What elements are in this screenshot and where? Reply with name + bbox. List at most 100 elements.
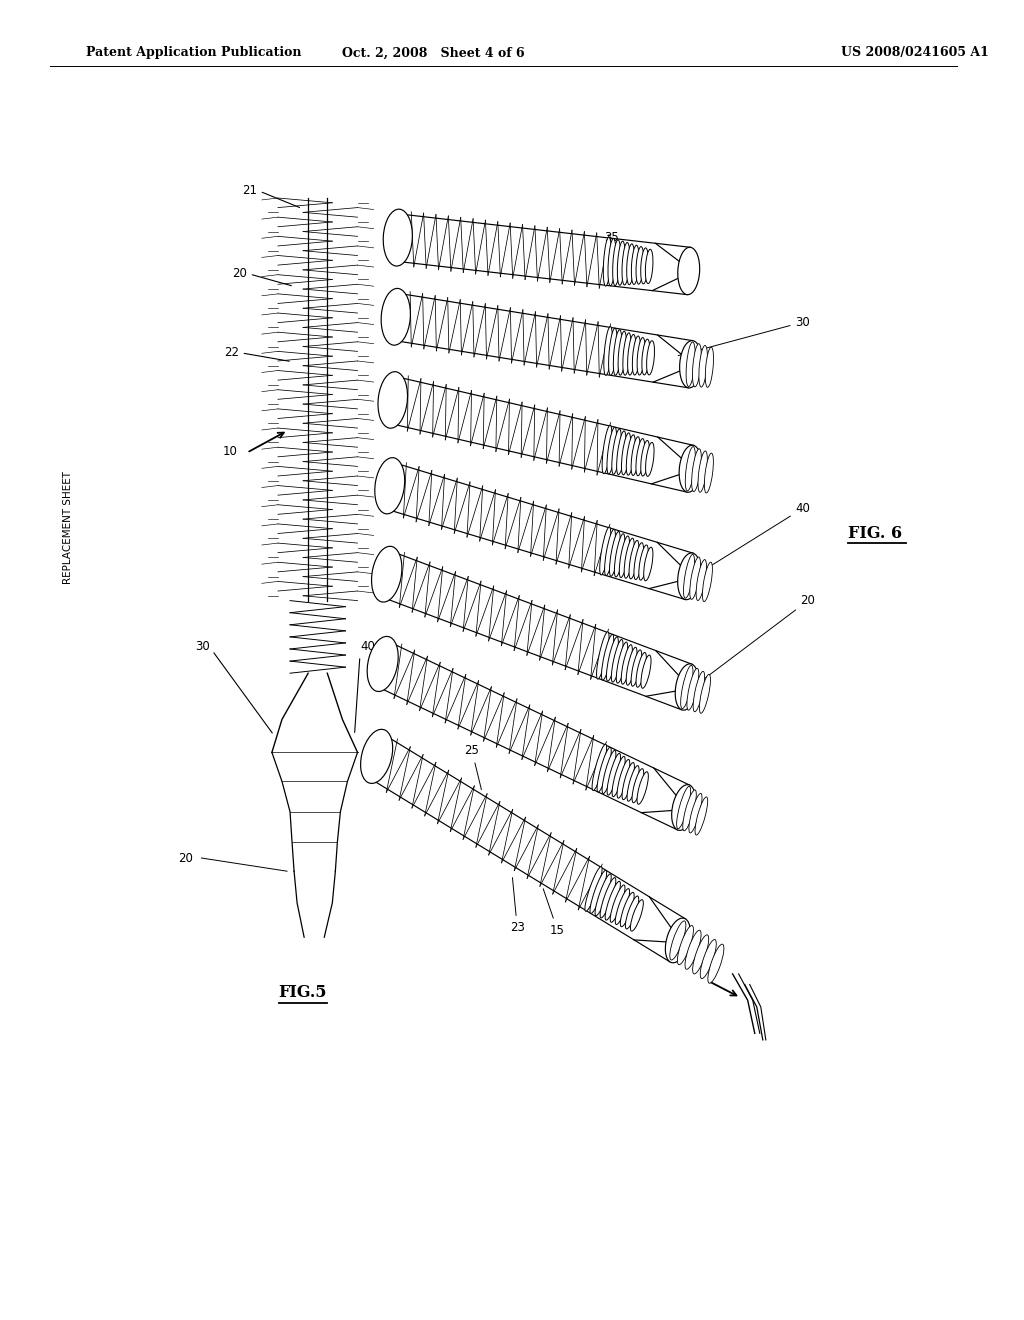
Ellipse shape [636,438,645,475]
Ellipse shape [622,243,630,285]
Ellipse shape [641,441,649,477]
Ellipse shape [693,672,705,711]
Ellipse shape [631,900,643,931]
Text: 21: 21 [242,183,300,207]
Ellipse shape [706,347,714,387]
Ellipse shape [692,935,709,974]
Ellipse shape [602,750,615,793]
Ellipse shape [641,248,648,284]
Ellipse shape [632,768,644,803]
Ellipse shape [627,434,635,475]
Ellipse shape [602,425,611,474]
Ellipse shape [645,249,653,284]
Ellipse shape [607,428,616,474]
Ellipse shape [597,632,609,678]
Ellipse shape [622,433,631,475]
Ellipse shape [631,437,640,475]
Text: 30: 30 [678,315,810,355]
Ellipse shape [675,664,698,710]
Ellipse shape [680,341,701,388]
Ellipse shape [600,527,610,576]
Ellipse shape [609,532,621,577]
Ellipse shape [636,247,644,284]
Text: 25: 25 [465,744,481,789]
Ellipse shape [627,244,635,285]
Ellipse shape [683,789,696,830]
Ellipse shape [705,453,714,492]
Text: 10: 10 [695,952,710,965]
Ellipse shape [645,442,654,477]
Ellipse shape [695,797,708,836]
Text: REPLACEMENT SHEET: REPLACEMENT SHEET [63,471,74,585]
Ellipse shape [696,560,707,601]
Ellipse shape [686,342,695,387]
Ellipse shape [627,766,639,801]
Ellipse shape [634,543,643,579]
Ellipse shape [613,330,622,375]
Ellipse shape [642,339,650,375]
Ellipse shape [622,644,633,684]
Ellipse shape [611,639,623,682]
Ellipse shape [633,337,640,375]
Ellipse shape [381,288,411,346]
Ellipse shape [616,642,628,684]
Text: 23: 23 [510,878,524,935]
Ellipse shape [623,763,635,800]
Ellipse shape [687,668,698,710]
Ellipse shape [618,331,627,375]
Ellipse shape [631,649,642,686]
Ellipse shape [672,784,695,830]
Ellipse shape [620,536,630,578]
Ellipse shape [585,866,602,911]
Ellipse shape [692,343,701,387]
Ellipse shape [610,884,625,923]
Text: 20: 20 [692,594,815,688]
Text: 35: 35 [604,231,618,244]
Ellipse shape [604,326,612,375]
Text: 40: 40 [696,502,810,574]
Ellipse shape [702,562,713,602]
Text: Oct. 2, 2008   Sheet 4 of 6: Oct. 2, 2008 Sheet 4 of 6 [342,46,524,59]
Ellipse shape [604,529,615,576]
Ellipse shape [666,919,690,962]
Ellipse shape [623,333,631,375]
Ellipse shape [615,888,630,924]
Ellipse shape [683,554,694,598]
Text: FIG.5: FIG.5 [278,985,327,1001]
Ellipse shape [679,445,701,492]
Ellipse shape [685,446,695,491]
Ellipse shape [637,338,645,375]
Ellipse shape [621,892,634,927]
Text: 20: 20 [178,851,194,865]
Ellipse shape [375,458,404,513]
Ellipse shape [600,878,615,917]
Ellipse shape [699,346,708,387]
Ellipse shape [699,675,711,713]
Ellipse shape [590,870,606,913]
Ellipse shape [689,793,702,833]
Ellipse shape [372,546,401,602]
Ellipse shape [678,925,693,965]
Ellipse shape [607,754,621,795]
Ellipse shape [681,665,693,709]
Text: 10: 10 [223,445,238,458]
Ellipse shape [700,940,717,978]
Text: 20: 20 [231,267,292,285]
Text: 40: 40 [354,640,376,733]
Text: 22: 22 [223,346,290,362]
Ellipse shape [603,238,611,286]
Ellipse shape [644,548,653,581]
Ellipse shape [378,372,408,428]
Ellipse shape [606,638,618,681]
Ellipse shape [605,882,621,920]
Ellipse shape [627,647,637,685]
Ellipse shape [708,944,724,983]
Text: FIG. 6: FIG. 6 [848,525,902,541]
Ellipse shape [641,655,651,688]
Ellipse shape [636,652,646,688]
Ellipse shape [368,636,398,692]
Ellipse shape [617,759,630,799]
Ellipse shape [383,209,413,267]
Ellipse shape [601,635,613,680]
Ellipse shape [595,874,611,916]
